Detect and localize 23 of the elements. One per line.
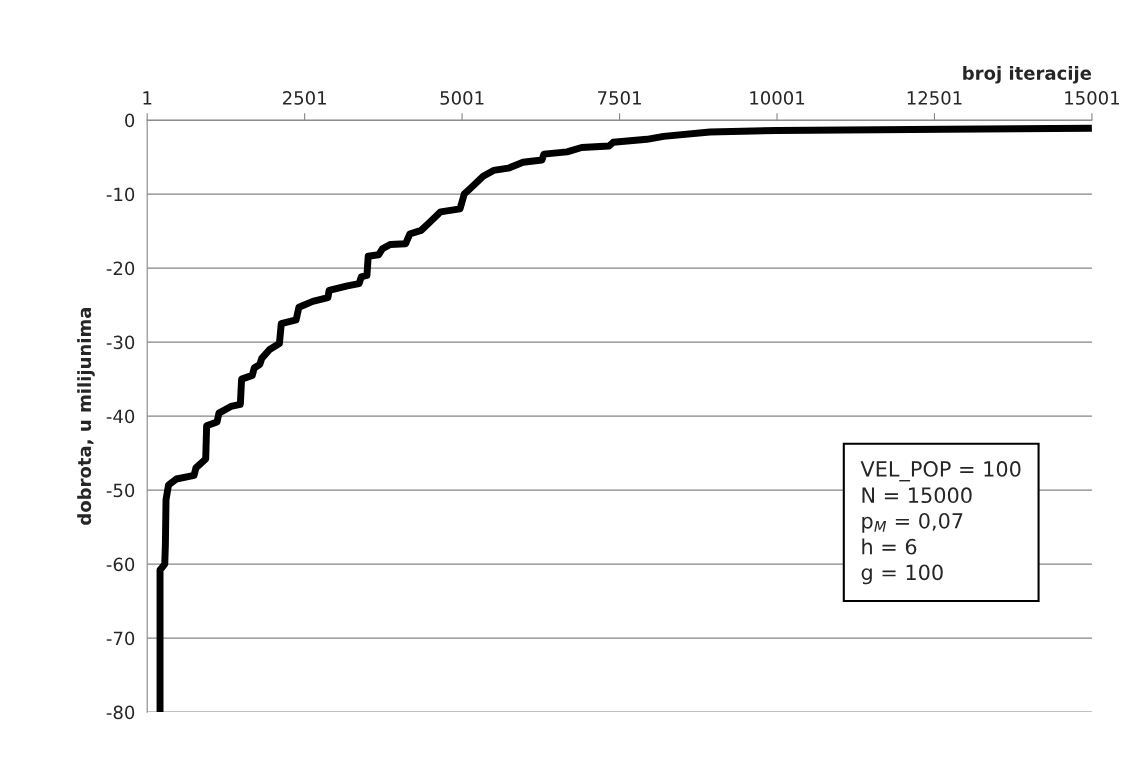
- y-tick-label: -40: [106, 409, 135, 424]
- x-tick-label: 7501: [598, 91, 641, 105]
- y-tick-label: -20: [106, 261, 135, 276]
- x-tick-label: 2501: [282, 91, 326, 105]
- annotation: h = 6: [862, 538, 917, 555]
- y-tick-label: -60: [106, 557, 135, 572]
- y-axis-title: dobrota, u milijunima: [77, 307, 95, 525]
- x-axis-title: broj iteracije: [963, 65, 1092, 84]
- x-tick-label: 1: [143, 91, 152, 105]
- y-tick-label: -30: [106, 335, 135, 350]
- x-tick-label: 5001: [440, 91, 484, 105]
- y-tick-label: -70: [106, 631, 135, 646]
- x-tick-label: 12501: [907, 91, 962, 105]
- y-tick-label: -10: [106, 187, 135, 202]
- y-tick-label: -50: [106, 483, 135, 498]
- y-tick-label: 0: [125, 113, 135, 128]
- annotation: g = 100: [861, 564, 943, 585]
- y-tick-label: -80: [106, 705, 135, 720]
- annotation: VEL_POP = 100: [860, 461, 1021, 482]
- x-tick-label: 10001: [750, 91, 805, 105]
- x-tick-label: 15001: [1065, 91, 1119, 105]
- annotation: p$_{M}$ = 0,07: [862, 512, 963, 533]
- annotation: N = 15000: [862, 487, 972, 504]
